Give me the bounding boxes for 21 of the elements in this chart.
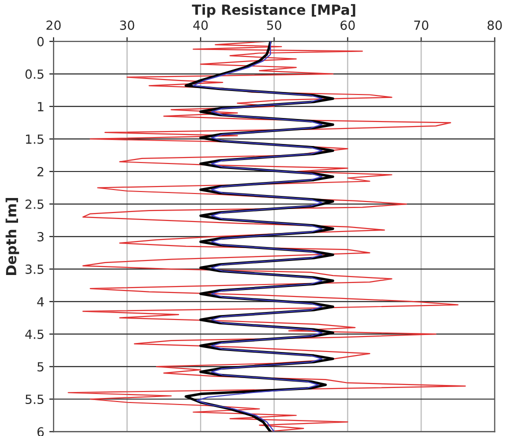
y-tick-label: 2 bbox=[37, 166, 44, 176]
x-tick-label: 80 bbox=[488, 20, 502, 30]
y-tick-label: 2.5 bbox=[26, 199, 44, 209]
y-tick-label: 5.5 bbox=[26, 394, 44, 404]
y-tick-label: 3.5 bbox=[26, 264, 44, 274]
x-tick-label: 30 bbox=[120, 20, 134, 30]
y-tick-label: 0 bbox=[37, 36, 44, 46]
y-tick-label: 3 bbox=[38, 232, 44, 242]
y-tick-label: 5 bbox=[38, 362, 44, 372]
y-tick-label: 1.5 bbox=[26, 134, 44, 144]
y-tick-label: 0.5 bbox=[25, 69, 44, 79]
y-tick-label: 4 bbox=[37, 297, 44, 306]
x-tick-label: 70 bbox=[414, 20, 428, 30]
x-tick-label: 60 bbox=[340, 20, 355, 30]
x-tick-label: 20 bbox=[46, 20, 61, 30]
y-tick-label: 1 bbox=[38, 102, 44, 112]
x-tick-label: 40 bbox=[193, 20, 208, 30]
y-tick-label: 4.5 bbox=[25, 330, 44, 340]
x-tick-label: 50 bbox=[267, 20, 282, 30]
y-axis-title: Depth [m] bbox=[6, 198, 20, 275]
x-axis-title: Tip Resistance [MPa] bbox=[192, 4, 356, 18]
